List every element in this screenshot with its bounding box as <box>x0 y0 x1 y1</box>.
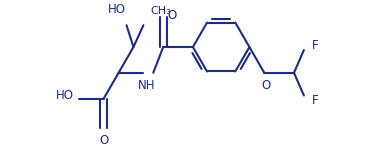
Text: NH: NH <box>138 79 155 92</box>
Text: HO: HO <box>108 3 126 16</box>
Text: F: F <box>312 94 318 107</box>
Text: O: O <box>99 134 108 147</box>
Text: CH₃: CH₃ <box>150 6 171 16</box>
Text: O: O <box>167 9 177 22</box>
Text: HO: HO <box>56 89 74 102</box>
Text: F: F <box>312 39 318 51</box>
Text: O: O <box>262 79 271 92</box>
